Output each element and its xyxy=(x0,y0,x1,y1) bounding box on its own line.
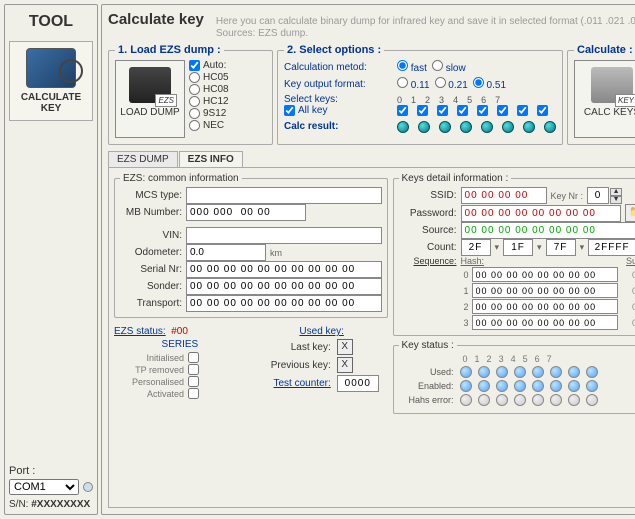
key-6-check[interactable] xyxy=(517,105,528,116)
page-title: Calculate key xyxy=(108,11,204,28)
chip-9s12[interactable]: 9S12 xyxy=(189,108,229,119)
port-block: Port : COM1 S/N: #XXXXXXXX xyxy=(9,465,93,510)
chip-hc05[interactable]: HC05 xyxy=(189,72,229,83)
hash-err-led xyxy=(460,394,472,406)
ezs-status-link[interactable]: EZS status: xyxy=(114,326,166,337)
fmt-021[interactable]: 0.21 xyxy=(435,77,468,91)
key-7-check[interactable] xyxy=(537,105,548,116)
hash-3[interactable] xyxy=(472,315,618,330)
key-5-check[interactable] xyxy=(497,105,508,116)
usedkey-link[interactable]: Used key: xyxy=(256,326,388,337)
tpremoved-check[interactable] xyxy=(188,364,199,375)
port-select[interactable]: COM1 xyxy=(9,479,79,495)
sidebar: TOOL CALCULATE KEY Port : COM1 S/N: #XXX… xyxy=(4,4,98,515)
serial-number: S/N: #XXXXXXXX xyxy=(9,499,93,510)
calculate-group: Calculate : CALC KEYS xyxy=(567,44,635,145)
port-label: Port : xyxy=(9,465,93,477)
tab-ezs-info[interactable]: EZS INFO xyxy=(179,151,243,167)
result-led-3 xyxy=(460,121,472,133)
browse-button[interactable]: 📁 xyxy=(625,204,635,222)
fmt-051[interactable]: 0.51 xyxy=(473,77,506,91)
ezs-dump-icon xyxy=(129,67,171,103)
chip-hc12[interactable]: HC12 xyxy=(189,96,229,107)
vin-field[interactable] xyxy=(186,227,382,244)
load-dump-button[interactable]: LOAD DUMP xyxy=(115,60,185,138)
method-slow[interactable]: slow xyxy=(432,60,466,74)
result-led-4 xyxy=(481,121,493,133)
testcounter-link[interactable]: Test counter: xyxy=(256,378,331,389)
serial-field[interactable] xyxy=(186,261,382,278)
source-field[interactable] xyxy=(461,222,635,239)
key-0-check[interactable] xyxy=(397,105,408,116)
result-led-2 xyxy=(439,121,451,133)
personalised-check[interactable] xyxy=(188,376,199,387)
result-led-5 xyxy=(502,121,514,133)
result-led-6 xyxy=(523,121,535,133)
result-led-7 xyxy=(544,121,556,133)
transport-field[interactable] xyxy=(186,295,382,312)
lastkey-box: X xyxy=(337,339,353,355)
chip-nec[interactable]: NEC xyxy=(189,120,229,131)
prevkey-box: X xyxy=(337,357,353,373)
key-4-check[interactable] xyxy=(477,105,488,116)
count-0[interactable] xyxy=(461,239,491,256)
mb-number-field[interactable] xyxy=(186,204,306,221)
password-field[interactable] xyxy=(461,205,621,222)
options-legend: 2. Select options : xyxy=(284,44,384,56)
allkey-checkbox[interactable]: All key xyxy=(284,105,392,116)
auto-checkbox[interactable]: Auto: xyxy=(189,60,229,71)
sidebar-title: TOOL xyxy=(9,13,93,31)
keynr-spin[interactable]: ▲▼ xyxy=(587,187,622,204)
key-3-check[interactable] xyxy=(457,105,468,116)
result-led-1 xyxy=(418,121,430,133)
fmt-011[interactable]: 0.11 xyxy=(397,77,430,91)
initialised-check[interactable] xyxy=(188,352,199,363)
calculate-legend: Calculate : xyxy=(574,44,635,56)
chip-hc08[interactable]: HC08 xyxy=(189,84,229,95)
options-group: 2. Select options : Calculation metod: f… xyxy=(277,44,563,145)
count-1[interactable] xyxy=(503,239,533,256)
keynr-down[interactable]: ▼ xyxy=(610,196,622,204)
enabled-led xyxy=(460,380,472,392)
keynr-up[interactable]: ▲ xyxy=(610,188,622,196)
count-2[interactable] xyxy=(546,239,576,256)
calc-keys-button[interactable]: CALC KEYS xyxy=(574,60,635,138)
hash-2[interactable] xyxy=(472,299,618,314)
keys-detail-group: Keys detail information : SSID: Key Nr :… xyxy=(393,173,635,336)
tool-label: CALCULATE KEY xyxy=(14,92,88,114)
key-status-group: Key status : 0 1 2 3 4 5 6 7 Used: Ena xyxy=(393,340,635,414)
hash-0[interactable] xyxy=(472,267,618,282)
activated-check[interactable] xyxy=(188,388,199,399)
load-ezs-group: 1. Load EZS dump : LOAD DUMP Auto: HC05 … xyxy=(108,44,273,145)
testcounter-field[interactable] xyxy=(337,375,379,392)
key-2-check[interactable] xyxy=(437,105,448,116)
main-panel: Calculate key Here you can calculate bin… xyxy=(101,4,635,515)
result-led-0 xyxy=(397,121,409,133)
tab-ezs-dump[interactable]: EZS DUMP xyxy=(108,151,178,167)
hash-1[interactable] xyxy=(472,283,618,298)
method-fast[interactable]: fast xyxy=(397,60,427,74)
calc-keys-icon xyxy=(591,67,633,103)
key-1-check[interactable] xyxy=(417,105,428,116)
count-sum[interactable] xyxy=(588,239,635,256)
ezs-common-group: EZS: common information MCS type: MB Num… xyxy=(114,173,388,318)
mcs-type-field[interactable] xyxy=(186,187,382,204)
calculate-key-icon xyxy=(26,48,76,88)
page-hint: Here you can calculate binary dump for i… xyxy=(216,16,635,40)
used-led xyxy=(460,366,472,378)
odometer-field[interactable] xyxy=(186,244,266,261)
port-led-icon xyxy=(83,482,93,492)
series-label: SERIES xyxy=(114,339,246,350)
sonder-field[interactable] xyxy=(186,278,382,295)
ssid-field[interactable] xyxy=(461,187,547,204)
load-legend: 1. Load EZS dump : xyxy=(115,44,224,56)
tool-calculate-key[interactable]: CALCULATE KEY xyxy=(9,41,93,121)
